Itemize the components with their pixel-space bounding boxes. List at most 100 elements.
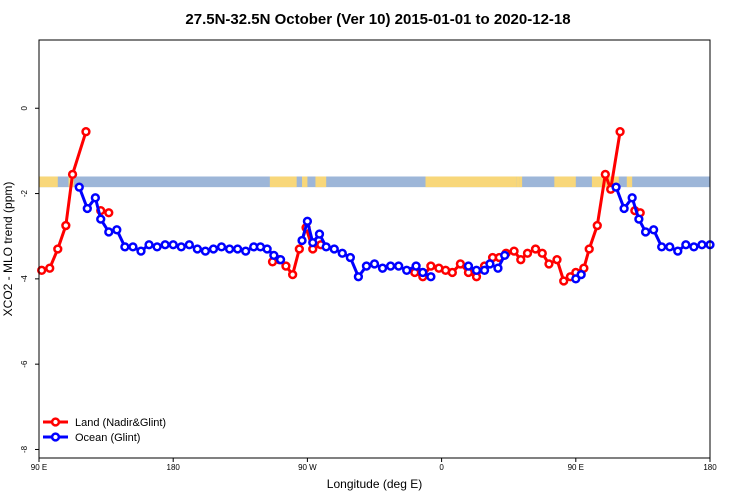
ocean-band [39,176,710,188]
data-point [297,235,307,246]
data-point [232,244,243,254]
data-point [697,240,707,250]
data-point [537,248,547,258]
data-point [559,276,569,286]
land-band-segment [269,176,297,188]
data-point [81,127,91,137]
data-point [74,182,84,192]
y-axis-label: XCO2 - MLO trend (ppm) [1,182,15,317]
data-point [61,220,71,231]
x-tick-label: 180 [703,463,717,472]
data-point [176,242,186,252]
data-point [500,250,510,261]
data-point [544,259,554,269]
data-point [665,242,675,252]
data-point [269,250,279,261]
data-point [294,244,304,254]
data-point [275,255,286,265]
data-point [144,240,154,250]
data-point [615,127,625,137]
plot-frame [38,39,711,459]
data-point [394,261,404,271]
data-point [657,242,667,252]
data-point [160,240,170,250]
data-point [681,240,691,250]
ocean-series [74,182,715,284]
data-point [321,242,331,252]
data-point [485,259,495,269]
land-band-segment [39,176,58,188]
data-point [287,269,298,280]
data-point [120,242,130,252]
data-point [281,261,291,271]
legend: Land (Nadir&Glint) Ocean (Glint) [43,417,166,444]
data-point [216,242,227,252]
land-series [37,127,645,286]
y-tick-label: -2 [20,189,29,197]
legend-label: Land (Nadir&Glint) [75,417,166,429]
data-point [576,269,586,280]
data-point [640,227,651,237]
data-point [479,265,490,275]
legend-item: Land (Nadir&Glint) [43,417,166,429]
data-point [45,263,55,273]
data-point [104,227,114,237]
legend-label: Ocean (Glint) [75,432,140,444]
data-point [426,272,436,282]
x-tick-label: 180 [167,463,181,472]
y-tick-label: -6 [20,360,29,368]
data-point [361,261,372,271]
data-point [455,259,466,269]
data-point [522,248,533,258]
data-point [619,203,629,214]
land-band-segment [519,176,523,188]
data-point [648,225,659,235]
land-band-segment [554,176,576,188]
legend-item: Ocean (Glint) [43,432,140,444]
x-tick-label: 90 W [298,463,317,472]
land-band-segment [302,176,308,188]
data-point [418,267,428,278]
land-band-segment [425,176,517,188]
data-point [627,193,637,203]
data-point [634,214,644,224]
y-tick-label: -4 [20,275,29,283]
data-point [67,169,78,180]
data-point [369,259,380,269]
data-point [447,267,457,278]
x-tick-label: 90 E [31,463,47,472]
land-band-segment [626,176,633,188]
data-point [112,225,122,235]
data-point [426,261,436,271]
data-point [152,242,162,252]
x-tick-label: 90 E [568,463,584,472]
data-point [402,265,412,275]
data-point [345,252,355,263]
x-axis: 90 E 180 90 W 0 90 E 180 [31,458,717,472]
chart-title: 27.5N-32.5N October (Ver 10) 2015-01-01 … [185,11,570,28]
data-point [530,244,541,254]
land-band-segment [315,176,327,188]
data-point [353,272,364,282]
data-point [302,216,313,226]
data-point [584,244,594,254]
data-point [192,244,203,254]
data-point [471,265,482,275]
data-point [493,263,503,273]
y-tick-label: -8 [20,445,29,453]
data-point [329,244,339,254]
data-point [611,182,621,192]
data-point [200,246,211,256]
data-point [377,263,388,273]
legend-marker [50,417,61,427]
series-layer [37,127,715,286]
data-point [592,220,602,231]
data-point [385,261,396,271]
data-point [136,246,146,256]
data-point [184,240,194,250]
land-band-segment [516,176,520,188]
data-point [53,244,63,254]
data-point [241,246,251,256]
data-point [224,244,235,254]
